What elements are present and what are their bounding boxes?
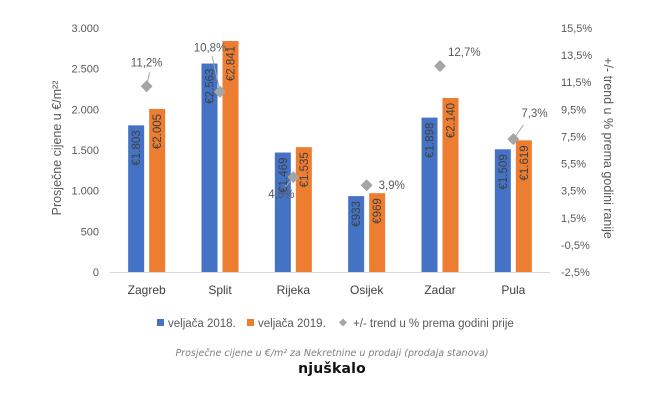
trend-value-label: 3,9% xyxy=(379,180,405,192)
bar-2019 xyxy=(515,140,532,272)
bar-value-label: €1.619 xyxy=(519,145,531,180)
bar-2018 xyxy=(348,196,365,272)
y2-tick-label: 5,5% xyxy=(561,159,586,171)
bar-value-label: €933 xyxy=(351,201,363,227)
trend-value-label: 11,2% xyxy=(131,57,163,69)
y-tick-label: 2.000 xyxy=(71,104,99,116)
legend-marker-2018 xyxy=(157,319,164,326)
trend-value-label: 12,7% xyxy=(448,47,481,59)
njuskalo-logo: njuškalo xyxy=(298,361,366,377)
legend-label-2018: veljača 2018. xyxy=(168,318,236,330)
y-tick-label: 0 xyxy=(93,267,99,279)
bar-2019 xyxy=(295,147,312,272)
chart-caption: Prosječne cijene u €/m² za Nekretnine u … xyxy=(175,348,489,359)
y2-tick-label: -0,5% xyxy=(561,240,590,252)
bar-value-label: €1.898 xyxy=(425,123,437,158)
trend-marker xyxy=(140,80,153,93)
trend-value-label: 10,8% xyxy=(194,43,227,55)
x-tick-label: Zadar xyxy=(424,283,455,297)
bar-2018 xyxy=(274,152,291,272)
bar-value-label: €2.563 xyxy=(205,69,217,104)
y-tick-label: 500 xyxy=(81,226,99,238)
y2-tick-label: 13,5% xyxy=(561,50,592,62)
y2-tick-label: 15,5% xyxy=(561,23,592,35)
bar-value-label: €1.509 xyxy=(498,154,510,189)
x-tick-label: Split xyxy=(208,283,232,297)
trend-marker xyxy=(214,85,226,98)
y2-tick-label: 7,5% xyxy=(561,131,586,143)
x-tick-label: Pula xyxy=(501,283,525,297)
legend-marker-trend xyxy=(339,318,347,327)
trend-marker xyxy=(287,171,300,184)
y2-axis-title: +/- trend u % prema godini ranije xyxy=(601,57,615,239)
y-tick-label: 1.500 xyxy=(71,145,99,157)
trend-marker xyxy=(360,179,373,192)
bar-value-label: €1.803 xyxy=(131,130,143,165)
bar-value-label: €2.841 xyxy=(226,46,238,81)
bar-value-label: €1.469 xyxy=(278,158,290,193)
x-tick-label: Rijeka xyxy=(277,283,311,297)
x-tick-label: Zagreb xyxy=(128,283,166,297)
bar-2019 xyxy=(442,97,459,273)
bar-2018 xyxy=(201,63,218,273)
bar-2018 xyxy=(128,125,145,272)
legend: veljača 2018. veljača 2019. +/- trend u … xyxy=(157,318,514,330)
bar-2019 xyxy=(222,40,239,272)
x-tick-label: Osijek xyxy=(350,283,384,297)
bar-2019 xyxy=(369,193,386,272)
bar-value-label: €2.140 xyxy=(446,103,458,138)
trend-value-label: 4,5% xyxy=(268,189,294,201)
y-tick-label: 2.500 xyxy=(71,64,99,76)
bar-value-label: €1.535 xyxy=(299,152,311,187)
y-tick-label: 3.000 xyxy=(71,23,99,35)
trend-value-label: 7,3% xyxy=(521,108,547,120)
bar-value-label: €2.005 xyxy=(152,114,164,149)
label-leader-line xyxy=(211,55,221,92)
legend-marker-2019 xyxy=(247,319,254,326)
y2-tick-label: 9,5% xyxy=(561,104,586,116)
legend-label-2019: veljača 2019. xyxy=(258,318,326,330)
bar-2018 xyxy=(494,149,511,272)
trend-marker xyxy=(507,133,520,146)
bar-2019 xyxy=(149,108,166,272)
legend-label-trend: +/- trend u % prema godini prije xyxy=(353,318,514,330)
combo-chart: 0 500 1.000 1.500 2.000 2.500 3.000 -2,5% -0,5%… xyxy=(50,23,615,330)
y2-tick-label: -2,5% xyxy=(561,267,590,279)
y2-tick-label: 11,5% xyxy=(561,77,592,89)
y-tick-label: 1.000 xyxy=(71,186,99,198)
y-axis-title: Prosječne cijene u €/m²² xyxy=(50,81,64,216)
bar-2018 xyxy=(421,117,438,272)
y2-tick-label: 1,5% xyxy=(561,213,586,225)
y2-tick-label: 3,5% xyxy=(561,186,586,198)
trend-marker xyxy=(434,59,446,72)
bar-value-label: €969 xyxy=(372,198,384,224)
